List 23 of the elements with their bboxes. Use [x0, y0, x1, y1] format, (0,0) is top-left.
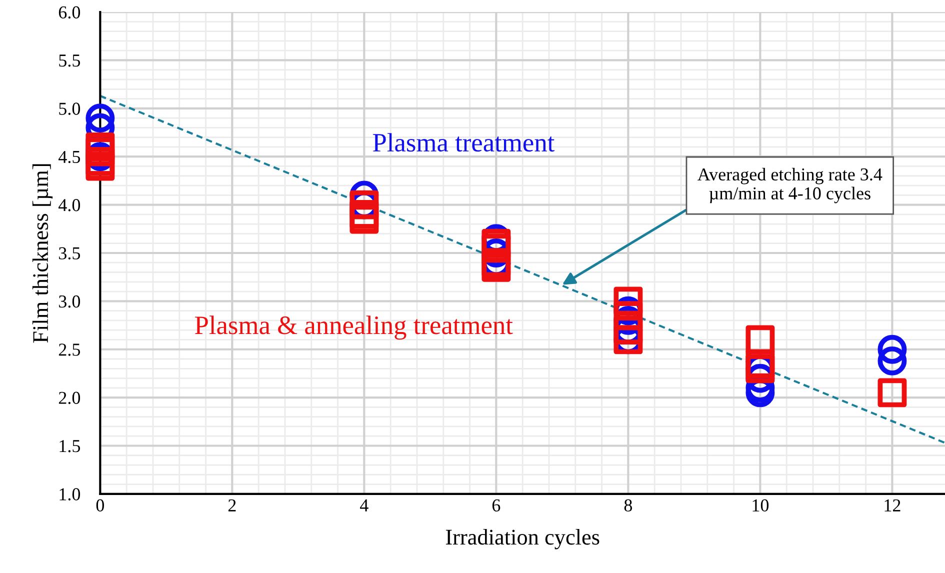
y-tick-label: 3.5: [59, 247, 80, 260]
x-tick-label: 2: [228, 499, 236, 512]
y-axis-title: Film thickness [µm]: [32, 164, 53, 343]
x-tick-label: 4: [360, 499, 368, 512]
x-axis-title: Irradiation cycles: [446, 529, 600, 550]
y-tick-label: 2.0: [58, 392, 80, 404]
y-tick-label: 1.0: [60, 488, 80, 500]
x-tick-label: 8: [624, 499, 632, 512]
x-tick-label: 0: [96, 499, 104, 512]
y-tick-label: 4.0: [58, 199, 80, 212]
y-tick-label: 1.5: [60, 440, 80, 452]
y-tick-label: 3.0: [59, 295, 80, 308]
y-tick-label: 4.5: [58, 150, 80, 164]
series-label: Plasma & annealing treatment: [194, 316, 513, 340]
series-label: Plasma treatment: [372, 133, 555, 152]
x-tick-label: 10: [752, 499, 769, 512]
x-tick-label: 6: [492, 499, 500, 512]
x-tick-label: 12: [884, 499, 900, 512]
y-tick-label: 5.0: [59, 102, 80, 115]
y-tick-label: 2.5: [58, 344, 80, 356]
y-tick-label: 5.5: [59, 54, 80, 67]
annotation: Averaged etching rate 3.4 µm/min at 4-10 cycles: [697, 168, 882, 204]
y-tick-label: 6.0: [58, 6, 80, 19]
